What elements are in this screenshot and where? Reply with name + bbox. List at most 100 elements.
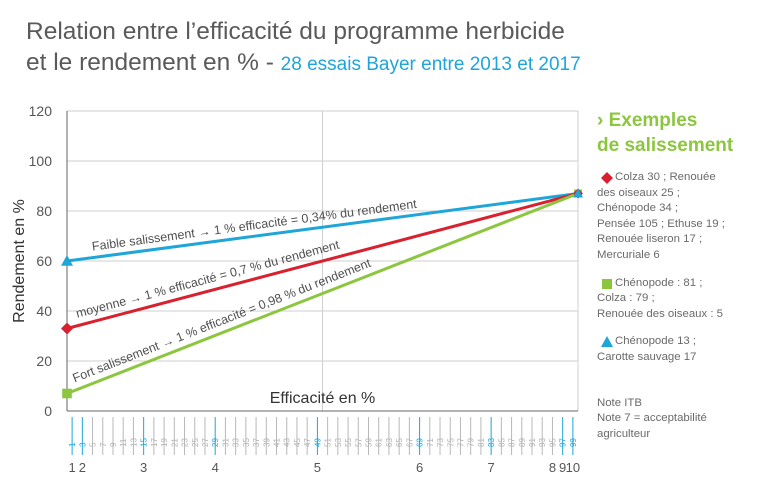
note-label-2: 2 <box>79 460 86 475</box>
secondary-tick-label-1: 1 <box>68 442 77 447</box>
secondary-tick-label-93: 93 <box>538 438 547 447</box>
legend-heading-line-2: de salissement <box>597 135 734 156</box>
secondary-tick-label-95: 95 <box>548 438 557 447</box>
y-tick-label-60: 60 <box>36 253 52 269</box>
legend-entry-text: Colza 30 ; Renouée <box>615 171 716 183</box>
legend-heading-line-1: › Exemples <box>597 110 698 131</box>
y-tick-label-100: 100 <box>29 153 53 169</box>
legend-entry-line: Mercuriale 6 <box>597 248 757 264</box>
legend-entry-line: Chénopode 13 ; <box>597 334 757 350</box>
legend-entry-text: Chénopode 13 ; <box>615 335 697 348</box>
title-line-1: Relation entre l’efficacité du programme… <box>26 18 565 45</box>
secondary-tick-label-39: 39 <box>262 438 271 447</box>
legend-entry-line: Chénopode : 81 ; <box>597 276 757 292</box>
secondary-tick-label-25: 25 <box>191 438 200 447</box>
legend-entry-text: Colza : 79 ; <box>597 292 655 305</box>
secondary-tick-label-51: 51 <box>324 438 333 447</box>
legend-marker-triangle <box>601 336 613 348</box>
secondary-tick-label-9: 9 <box>109 442 118 447</box>
series-line-fort <box>66 192 579 395</box>
note-label-8: 8 <box>549 460 556 475</box>
series-marker-start-moyenne <box>61 322 73 335</box>
note-label-4: 4 <box>212 460 219 475</box>
secondary-tick-label-19: 19 <box>160 438 169 447</box>
legend-entry-line: Renouée des oiseaux : 5 <box>597 307 757 323</box>
legend-items: Colza 30 ; Renouée des oiseaux 25 ; Chénop… <box>597 170 757 366</box>
secondary-tick-label-87: 87 <box>508 438 517 447</box>
legend-entry-line: des oiseaux 25 ; <box>597 186 757 202</box>
secondary-tick-label-85: 85 <box>497 438 506 447</box>
secondary-tick-label-7: 7 <box>99 442 108 447</box>
legend-entry-square: Chénopode : 81 ; Colza : 79 ; Renouée des … <box>597 276 757 323</box>
secondary-tick-label-83: 83 <box>487 438 496 447</box>
legend-marker-square <box>602 278 612 289</box>
legend-entry-line: Pensée 105 ; Ethuse 19 ; <box>597 217 757 233</box>
title-highlight: 28 essais Bayer entre 2013 et 2017 <box>280 54 581 75</box>
note-label-3: 3 <box>140 460 147 475</box>
series-marker-start-fort <box>62 388 72 399</box>
legend-entry-line: Colza 30 ; Renouée <box>597 170 757 186</box>
secondary-tick-label-11: 11 <box>119 438 128 447</box>
series-marker-start-faible <box>61 255 73 266</box>
secondary-tick-label-81: 81 <box>477 438 486 447</box>
legend-note-line: Note ITB <box>597 396 642 409</box>
secondary-tick-label-43: 43 <box>283 438 292 447</box>
note-label-9: 9 <box>559 460 566 475</box>
legend-panel: › Exemples de salissement Colza 30 ; Ren… <box>597 108 757 442</box>
legend-entry-text: Renouée des oiseaux : 5 <box>597 307 724 320</box>
secondary-tick-label-49: 49 <box>313 438 322 447</box>
secondary-tick-label-45: 45 <box>293 438 302 447</box>
note-label-7: 7 <box>488 460 495 475</box>
secondary-tick-label-37: 37 <box>252 438 261 447</box>
legend-marker-shape <box>602 278 612 289</box>
note-label-5: 5 <box>314 460 321 475</box>
secondary-tick-label-13: 13 <box>129 438 138 447</box>
secondary-tick-label-97: 97 <box>559 438 568 447</box>
secondary-tick-label-69: 69 <box>416 438 425 447</box>
note-label-10: 10 <box>566 460 580 475</box>
secondary-tick-label-91: 91 <box>528 438 537 447</box>
secondary-tick-label-27: 27 <box>201 438 210 447</box>
secondary-tick-label-79: 79 <box>467 438 476 447</box>
secondary-tick-label-47: 47 <box>303 438 312 447</box>
note-label-1: 1 <box>68 460 75 475</box>
secondary-tick-label-59: 59 <box>364 438 373 447</box>
secondary-tick-label-63: 63 <box>385 438 394 447</box>
title-line-2: et le rendement en % - 28 essais Bayer e… <box>26 47 581 80</box>
legend-entry-text: Pensée 105 ; Ethuse 19 ; <box>597 217 725 230</box>
chart-title: Relation entre l’efficacité du programme… <box>26 16 581 80</box>
y-tick-label-0: 0 <box>44 403 52 419</box>
legend-entry-line: Renouée liseron 17 ; <box>597 232 757 248</box>
secondary-tick-label-89: 89 <box>518 438 527 447</box>
secondary-tick-label-23: 23 <box>181 438 190 447</box>
legend-entry-line: Carotte sauvage 17 <box>597 350 757 366</box>
secondary-tick-label-41: 41 <box>273 438 282 447</box>
legend-entry-text: Chénopode 34 ; <box>597 202 679 215</box>
secondary-tick-label-99: 99 <box>569 438 578 447</box>
secondary-tick-label-29: 29 <box>211 438 220 447</box>
y-tick-label-20: 20 <box>36 353 52 369</box>
secondary-tick-label-67: 67 <box>405 438 414 447</box>
y-tick-label-120: 120 <box>29 103 53 119</box>
secondary-tick-label-53: 53 <box>334 438 343 447</box>
legend-entry-text: des oiseaux 25 ; <box>597 186 680 199</box>
legend-entry-text: Carotte sauvage 17 <box>597 350 697 363</box>
note-label-6: 6 <box>416 460 423 475</box>
legend-entry-text: Renouée liseron 17 ; <box>597 233 703 246</box>
legend-entry-text: Chénopode : 81 ; <box>615 276 703 289</box>
y-tick-label-80: 80 <box>36 203 52 219</box>
secondary-tick-label-3: 3 <box>78 442 87 447</box>
legend-entry-diamond: Colza 30 ; Renouée des oiseaux 25 ; Chénop… <box>597 170 757 264</box>
secondary-tick-label-75: 75 <box>446 438 455 447</box>
secondary-tick-label-21: 21 <box>170 438 179 447</box>
secondary-tick-label-31: 31 <box>221 438 230 447</box>
legend-entry-line: Chénopode 34 ; <box>597 201 757 217</box>
secondary-tick-label-65: 65 <box>395 438 404 447</box>
legend-note: Note ITB Note 7 = acceptabilité agriculteu… <box>597 396 757 443</box>
secondary-tick-label-5: 5 <box>89 442 98 447</box>
series-line-faible <box>66 192 579 263</box>
legend-marker-shape <box>601 336 613 348</box>
y-axis-title: Rendement en % <box>11 199 28 323</box>
legend-note-line: Note 7 = acceptabilité <box>597 412 707 425</box>
